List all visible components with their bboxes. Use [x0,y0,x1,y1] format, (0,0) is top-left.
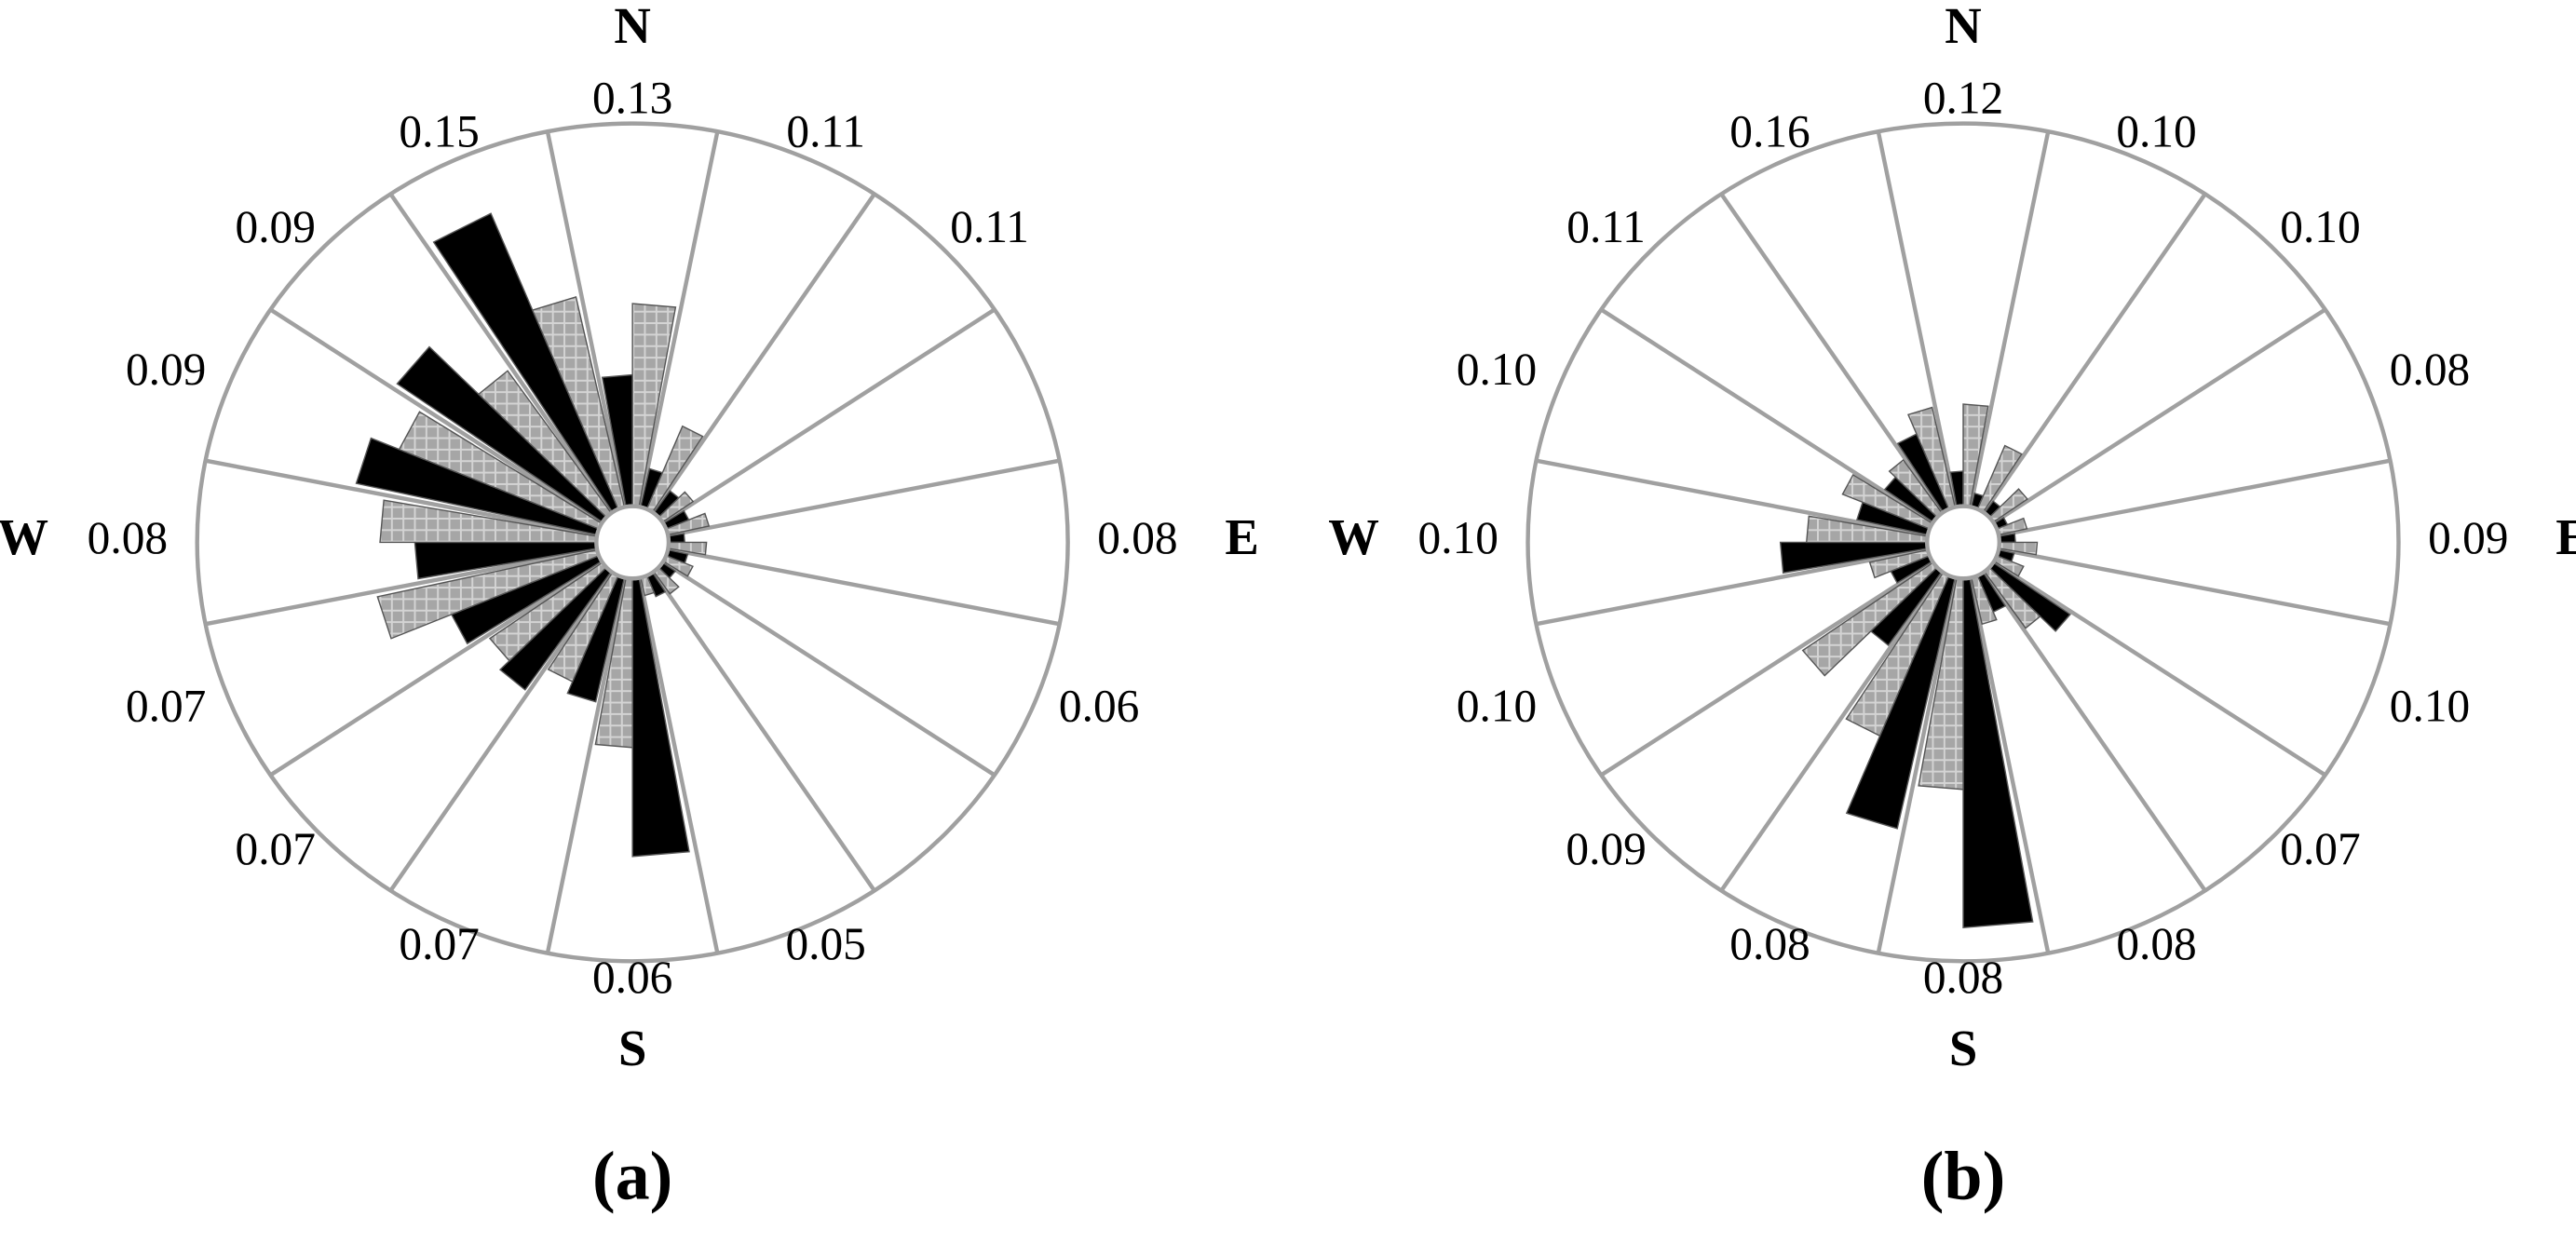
sector-divider [269,540,634,778]
sector-divider [630,541,720,954]
sector-label: 0.10 [2280,201,2360,252]
sector-divider [1876,130,1966,543]
direction-label: W [0,508,48,565]
sector-divider [1536,458,1964,545]
sector-divider [1719,541,1965,892]
sector-divider [545,541,635,954]
sector-label: 0.09 [126,344,206,395]
sector-divider [1961,193,2207,544]
direction-label: N [1945,0,1981,54]
sector-label: 0.11 [786,105,865,156]
sector-label: 0.16 [1729,105,1810,156]
sector-label: 0.11 [1566,201,1646,252]
sector-label: 0.10 [2390,681,2470,732]
sector-divider [1960,130,2051,543]
sector-divider [630,130,720,543]
rose-bar [594,542,633,749]
sector-label: 0.10 [2116,105,2196,156]
sector-divider [1962,540,2391,627]
sector-divider [545,130,635,543]
direction-label: S [618,1020,646,1076]
sector-divider [631,458,1061,545]
rose-bar [531,296,633,543]
sector-divider [1600,307,1965,545]
sector-divider [630,193,876,544]
direction-label: E [2556,508,2576,565]
sector-divider [1961,307,2326,545]
sector-label: 0.13 [592,72,672,123]
sector-label: 0.06 [1059,681,1139,732]
direction-label: S [1949,1020,1977,1076]
sector-label: 0.08 [2116,918,2196,969]
rose-bar [631,303,677,543]
sector-label: 0.08 [1097,512,1177,563]
sector-divider [1960,541,2051,954]
sector-label: 0.08 [1729,918,1810,969]
rose-bar [1801,541,1964,677]
sector-divider [1876,541,1966,954]
sector-label: 0.09 [2428,512,2508,563]
rose-bar [488,541,633,662]
sector-label: 0.08 [2390,344,2470,395]
sector-label: 0.12 [1923,72,2003,123]
sector-divider [388,193,634,544]
sector-divider [1719,193,1965,544]
panel-label: (a) [592,1138,672,1214]
sector-label: 0.06 [592,952,672,1003]
rose-bar [547,542,633,683]
sector-label: 0.11 [950,201,1029,252]
sector-divider [1536,540,1964,627]
rose-bar [1845,542,1964,737]
sector-divider [205,540,633,627]
sector-divider [1961,541,2207,892]
sector-label: 0.15 [399,105,479,156]
sector-divider [630,541,876,892]
sector-label: 0.07 [399,918,479,969]
center-hole [594,504,671,581]
sector-divider [1961,540,2326,778]
sector-label: 0.10 [1418,512,1498,563]
sector-divider [631,540,1061,627]
sector-label: 0.05 [785,918,865,969]
direction-label: E [1225,508,1258,565]
direction-label: N [614,0,650,54]
sector-divider [630,307,997,545]
sector-divider [630,540,997,778]
sector-divider [1962,458,2391,545]
sector-divider [269,307,634,545]
panel-label: (b) [1921,1138,2006,1214]
rose-bar [398,411,633,544]
sector-label: 0.09 [1566,823,1646,874]
sector-label: 0.08 [88,512,168,563]
rose-bar [1918,542,1964,791]
sector-label: 0.07 [126,681,206,732]
sector-label: 0.07 [236,823,316,874]
sector-label: 0.09 [236,201,316,252]
sector-label: 0.08 [1923,952,2003,1003]
sector-divider [388,541,634,892]
sector-divider [205,458,633,545]
direction-label: W [1328,508,1379,565]
rose-bar [376,541,633,640]
sector-divider [1600,540,1965,778]
sector-label: 0.07 [2280,823,2360,874]
rose-bar [1805,515,1964,544]
sector-label: 0.10 [1457,344,1537,395]
sector-label: 0.10 [1457,681,1537,732]
rose-bar [477,370,633,543]
center-hole [1925,504,2002,581]
rose-bar [379,499,633,544]
